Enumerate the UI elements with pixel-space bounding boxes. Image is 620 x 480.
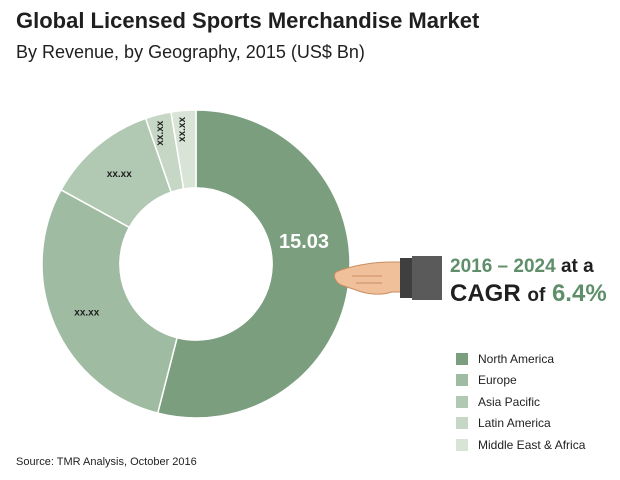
legend-item: Latin America bbox=[456, 413, 585, 435]
cagr-of: of bbox=[527, 285, 546, 306]
legend-label: Latin America bbox=[478, 416, 551, 431]
legend-item: North America bbox=[456, 348, 585, 370]
cagr-period: 2016 – 2024 bbox=[450, 256, 556, 277]
legend-swatch bbox=[456, 438, 468, 451]
chart-title: Global Licensed Sports Merchandise Marke… bbox=[16, 8, 480, 33]
cagr-at-a: at a bbox=[560, 256, 594, 277]
legend-swatch bbox=[456, 352, 468, 365]
legend-swatch bbox=[456, 395, 468, 408]
slice-data-label: xx.xx bbox=[74, 307, 99, 318]
legend-swatch bbox=[456, 374, 468, 387]
cagr-word: CAGR bbox=[450, 280, 521, 307]
chart-legend: North America Europe Asia Pacific Latin … bbox=[456, 348, 585, 456]
pointing-hand-icon bbox=[333, 256, 442, 300]
legend-label: Asia Pacific bbox=[478, 394, 541, 409]
legend-item: Asia Pacific bbox=[456, 391, 585, 413]
legend-item: Middle East & Africa bbox=[456, 434, 585, 456]
source-note: Source: TMR Analysis, October 2016 bbox=[16, 456, 197, 468]
donut-hole bbox=[155, 223, 237, 305]
chart-subtitle: By Revenue, by Geography, 2015 (US$ Bn) bbox=[16, 42, 365, 62]
legend-label: North America bbox=[478, 351, 555, 366]
legend-label: Middle East & Africa bbox=[478, 437, 586, 452]
slice-data-label: xx.xx bbox=[177, 117, 188, 142]
slice-data-label: xx.xx bbox=[107, 169, 132, 180]
cagr-callout: 2016 – 2024 at a CAGR of 6.4% bbox=[450, 256, 607, 308]
cagr-value: 6.4% bbox=[551, 280, 607, 307]
legend-item: Europe bbox=[456, 370, 585, 392]
legend-swatch bbox=[456, 417, 468, 430]
slice-data-label: 15.03 bbox=[279, 231, 329, 253]
slice-data-label: xx.xx bbox=[155, 120, 166, 145]
legend-label: Europe bbox=[478, 373, 517, 388]
